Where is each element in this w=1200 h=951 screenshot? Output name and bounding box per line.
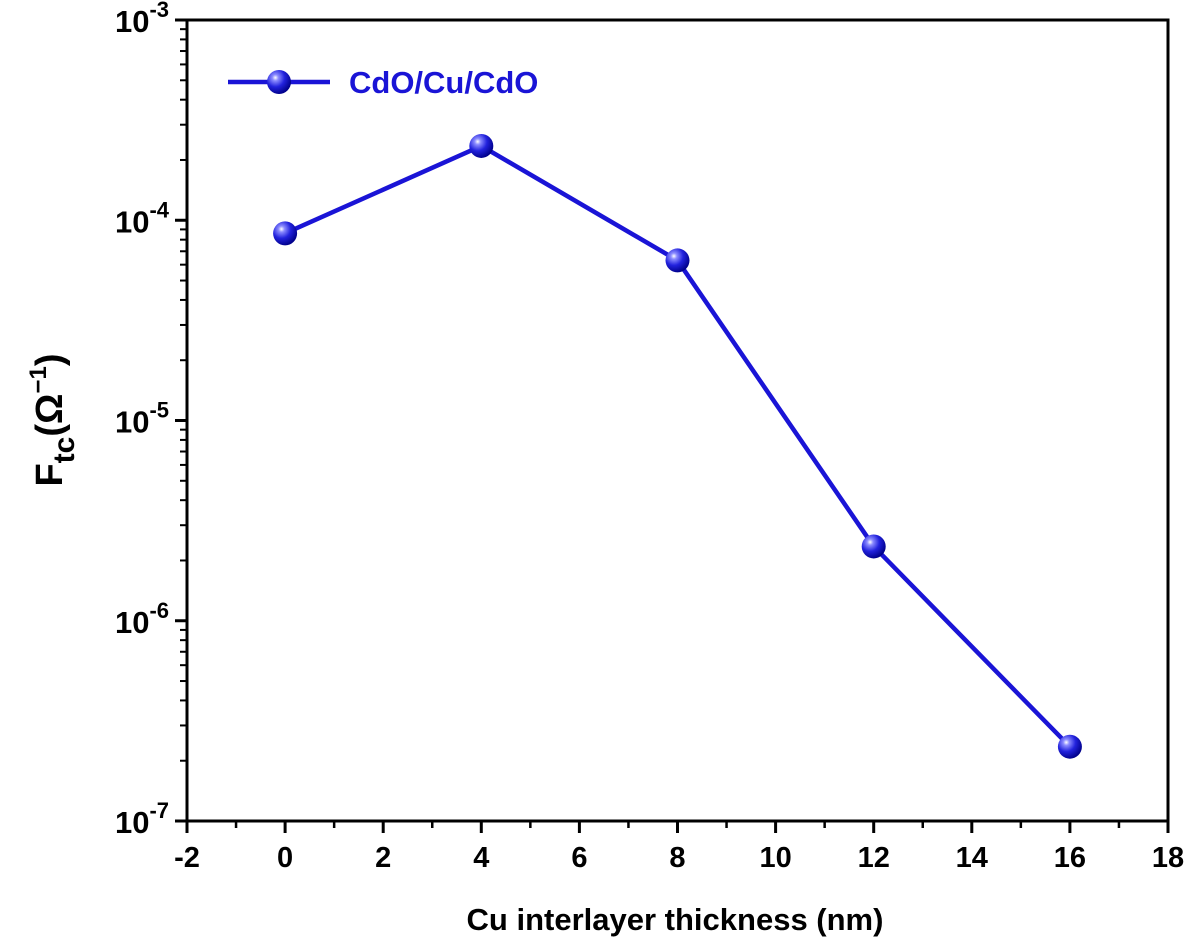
data-point xyxy=(469,133,494,158)
x-tick-label: 10 xyxy=(759,842,791,874)
x-tick-label: 18 xyxy=(1152,842,1184,874)
x-tick-label: 16 xyxy=(1054,842,1086,874)
data-point xyxy=(861,534,886,559)
legend-label: CdO/Cu/CdO xyxy=(349,65,538,100)
tick-marks xyxy=(175,18,1170,833)
series-line xyxy=(284,143,1072,749)
y-axis-label-sub: tc xyxy=(48,437,81,464)
y-axis-label-main: F xyxy=(29,463,71,486)
legend-marker xyxy=(267,70,291,94)
series xyxy=(273,133,1082,759)
y-axis-label-unit-prefix: (Ω xyxy=(29,394,71,437)
y-axis-label: Ftc(Ω−1) xyxy=(25,353,81,486)
x-tick-label: 4 xyxy=(473,842,489,874)
y-tick-label: 10-6 xyxy=(115,598,169,640)
y-axis-label-unit-suffix: ) xyxy=(29,353,71,366)
x-tick-label: 8 xyxy=(669,842,685,874)
y-axis-label-unit-sup: −1 xyxy=(25,366,52,393)
y-tick-label: 10-3 xyxy=(115,0,169,39)
y-tick-label: 10-5 xyxy=(115,398,169,440)
x-tick-label: 2 xyxy=(375,842,391,874)
data-point xyxy=(1057,734,1082,759)
legend: CdO/Cu/CdO xyxy=(228,65,538,100)
plot-frame xyxy=(185,18,1170,823)
x-tick-label: 14 xyxy=(956,842,988,874)
data-point xyxy=(665,248,690,273)
x-tick-label: -2 xyxy=(174,842,200,874)
x-tick-label: 6 xyxy=(571,842,587,874)
x-tick-label: 12 xyxy=(858,842,890,874)
x-tick-label: 0 xyxy=(277,842,293,874)
x-tick-labels: -2 0 2 4 6 8 10 12 14 16 18 xyxy=(174,842,1184,874)
y-tick-labels: 10-3 10-4 10-5 10-6 10-7 xyxy=(115,0,170,840)
y-tick-label: 10-4 xyxy=(115,197,170,239)
axes xyxy=(185,18,1170,823)
x-axis-label: Cu interlayer thickness (nm) xyxy=(467,902,884,937)
y-tick-label: 10-7 xyxy=(115,798,169,840)
data-point xyxy=(273,221,298,246)
